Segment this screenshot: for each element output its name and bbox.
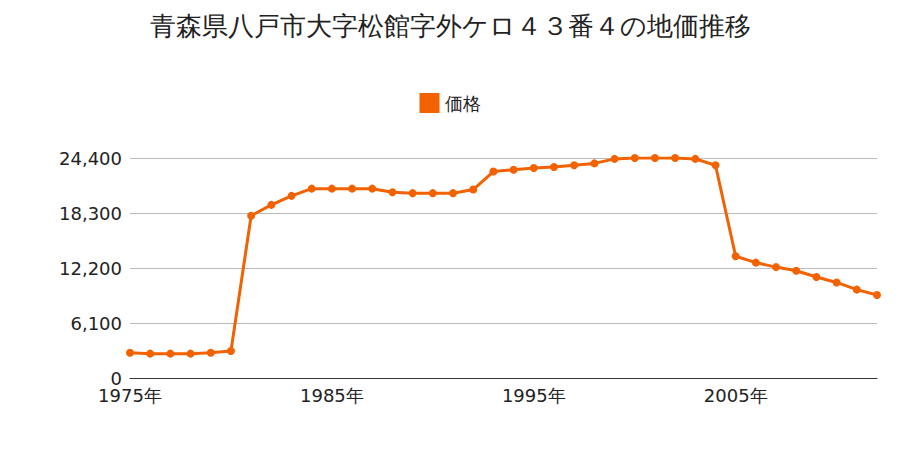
svg-text:2005年: 2005年: [704, 385, 768, 406]
svg-text:18,300: 18,300: [59, 203, 122, 224]
svg-text:価格: 価格: [445, 93, 481, 114]
svg-text:12,200: 12,200: [59, 258, 122, 279]
svg-text:1985年: 1985年: [300, 385, 364, 406]
svg-text:6,100: 6,100: [70, 313, 122, 334]
svg-text:0: 0: [110, 367, 122, 389]
svg-text:1975年: 1975年: [98, 385, 162, 406]
svg-text:青森県八戸市大字松館字外ケロ４３番４の地価推移: 青森県八戸市大字松館字外ケロ４３番４の地価推移: [150, 11, 751, 41]
svg-text:24,400: 24,400: [59, 148, 122, 169]
svg-text:1995年: 1995年: [502, 385, 566, 406]
